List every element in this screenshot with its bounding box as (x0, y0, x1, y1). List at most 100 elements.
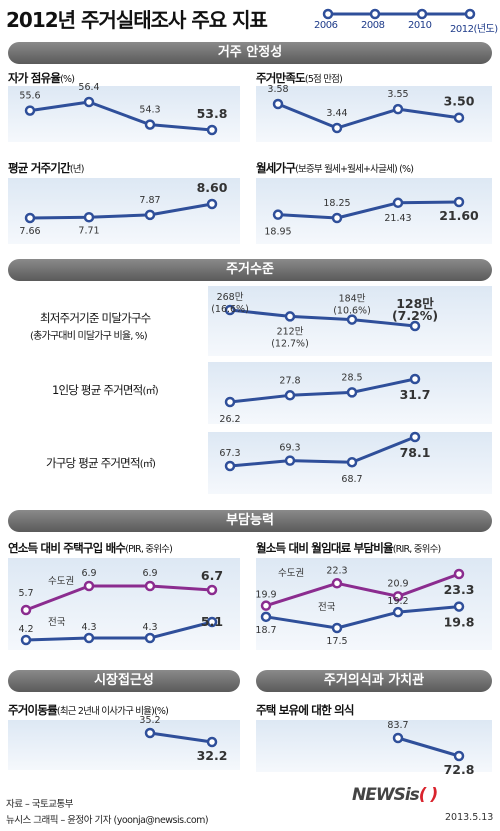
min_standard-data-sublabel: (12.7%) (271, 338, 309, 349)
panel-bg-rir (256, 558, 492, 650)
area_person-point (409, 373, 421, 385)
footer-source: 자료 – 국토교통부 (6, 799, 73, 810)
tenure-data-label: 8.60 (197, 180, 228, 195)
satisfaction-data-label: 3.55 (387, 89, 408, 100)
area_household-data-label: 67.3 (219, 448, 240, 459)
min_standard-point (284, 311, 296, 322)
section-housing-level: 주거수준 (8, 259, 492, 281)
ownership-data-label: 55.6 (19, 91, 40, 102)
area_household-series-line (229, 435, 416, 468)
panel-title-mobility: 주거이동률(최근 2년내 이사가구 비율)(%) (8, 703, 169, 717)
panel-bg-mobility (8, 720, 240, 770)
ownership-point (144, 119, 156, 130)
pir-metro-point (144, 580, 156, 592)
pir-metro-data-label: 6.7 (201, 568, 223, 583)
min_standard-data-sublabel: (10.6%) (333, 306, 371, 317)
section-affordability: 부담능력 (8, 510, 492, 532)
rir-national-point (260, 611, 272, 623)
mobility-data-label: 35.2 (139, 715, 160, 726)
pir-metro-point (206, 584, 218, 596)
panel-title-rir: 월소득 대비 월임대료 부담비율(RIR, 중위수) (256, 541, 441, 555)
rir-series-name-national: 전국 (318, 602, 336, 613)
pir-metro-data-label: 6.9 (142, 568, 157, 579)
min_standard-data-label: 212만 (277, 326, 304, 337)
area_person-point (284, 390, 296, 401)
legend-marker (464, 8, 476, 20)
satisfaction-point (453, 112, 465, 123)
rir-metro-point (453, 568, 465, 580)
min_standard-data-label: 184만 (339, 294, 366, 305)
rir-national-data-label: 18.7 (255, 625, 276, 636)
area_household-point (409, 431, 421, 443)
panel-title-ownership: 자가 점유율(%) (8, 71, 75, 85)
year-legend: 2006 2008 2010 2012(년도) (312, 4, 498, 35)
area_household-data-label: 68.7 (341, 474, 362, 485)
monthly_rent-point (331, 212, 343, 224)
mobility-point (206, 736, 218, 748)
panel-bg-pir (8, 558, 240, 650)
panel-bg-tenure (8, 178, 240, 244)
min_standard-data-label: 128만 (396, 296, 434, 311)
section-housing-values: 주거의식과 가치관 (256, 670, 492, 692)
pir-national-point (83, 632, 95, 644)
pir-series-name-national: 전국 (48, 617, 66, 628)
pir-metro-data-label: 6.9 (81, 568, 96, 579)
footer-date: 2013.5.13 (445, 812, 494, 823)
ownership-data-label: 53.8 (197, 106, 228, 121)
ownership_awareness-data-label: 72.8 (444, 762, 475, 777)
pir-series-name-metro: 수도권 (48, 575, 74, 587)
panel-title-monthly-rent: 월세가구(보증부 월세+월세+사글세) (%) (256, 161, 414, 175)
monthly_rent-point (453, 196, 465, 208)
tenure-data-label: 7.87 (139, 195, 160, 206)
section-market-access: 시장접근성 (8, 670, 240, 692)
ownership-data-label: 56.4 (78, 82, 99, 93)
year-legend-line (322, 8, 476, 20)
panel-title-min-standard: 최저주거기준 미달가구수 (40, 311, 151, 325)
min_standard-point (409, 320, 421, 332)
pir-metro-point (20, 604, 32, 616)
rir-national-data-label: 17.5 (326, 636, 347, 647)
panel-title-area-household: 가구당 평균 주거면적(㎡) (46, 456, 156, 470)
pir-metro-point (83, 580, 95, 592)
rir-metro-point (392, 591, 404, 602)
rir-national-point (331, 622, 343, 634)
satisfaction-point (272, 98, 284, 110)
satisfaction-series-line (277, 102, 460, 130)
satisfaction-data-label: 3.44 (326, 108, 347, 119)
legend-marker (322, 8, 334, 20)
legend-year: 2010 (408, 20, 432, 31)
legend-year: 2012(년도) (450, 24, 498, 35)
ownership_awareness-point (453, 750, 465, 762)
panel-subtitle-min-standard: (총가구대비 미달가구 비율, %) (30, 331, 148, 342)
rir-national-data-label: 19.2 (387, 596, 408, 607)
area_person-data-label: 27.8 (279, 375, 300, 386)
min_standard-data-sublabel: (7.2%) (392, 308, 438, 323)
tenure-point (83, 212, 95, 223)
tenure-point (206, 198, 218, 210)
min_standard-point (346, 314, 358, 325)
rir-series-name-metro: 수도권 (278, 567, 304, 579)
pir-national-point (20, 634, 32, 646)
rir-metro-point (331, 578, 343, 589)
ownership_awareness-data-label: 83.7 (387, 720, 408, 731)
area_household-point (224, 460, 236, 472)
min_standard-series-line (229, 308, 416, 328)
area_household-point (284, 455, 296, 466)
area_person-data-label: 26.2 (219, 414, 240, 425)
area_person-series-line (229, 377, 416, 404)
rir-metro-data-label: 22.3 (326, 565, 347, 576)
rir-metro-series-line (265, 572, 460, 608)
area_person-data-label: 31.7 (400, 387, 431, 402)
rir-national-data-label: 19.8 (444, 615, 475, 630)
pir-national-point (206, 616, 218, 628)
ownership_awareness-series-line (397, 736, 460, 758)
pir-national-data-label: 4.3 (142, 622, 157, 633)
rir-metro-point (260, 600, 272, 611)
mobility-point (144, 727, 156, 739)
tenure-point (24, 212, 36, 224)
panel-title-pir: 연소득 대비 주택구입 배수(PIR, 중위수) (8, 541, 173, 555)
pir-national-series-line (25, 620, 213, 642)
panel-bg-ownership-awareness (256, 720, 492, 772)
area_household-data-label: 69.3 (279, 443, 300, 454)
